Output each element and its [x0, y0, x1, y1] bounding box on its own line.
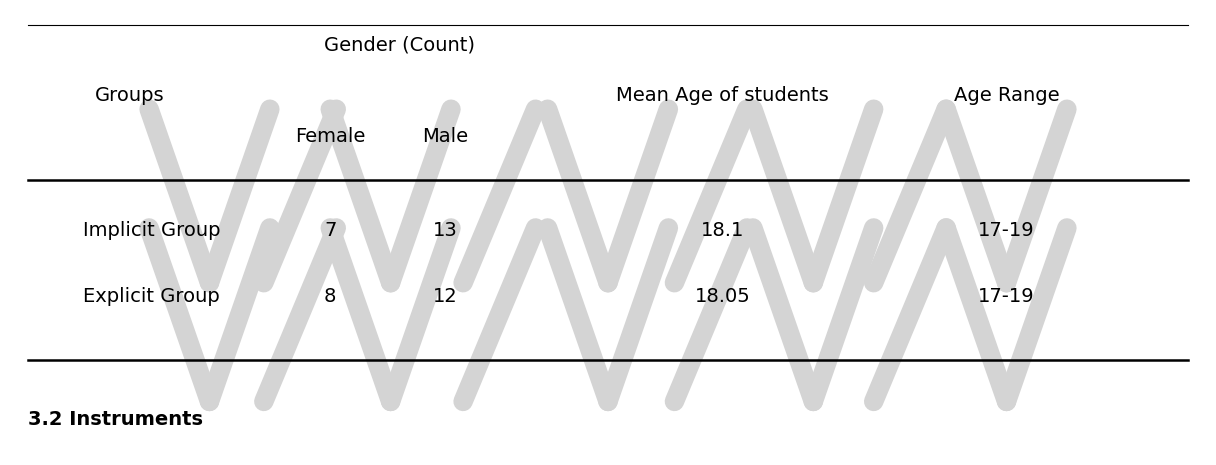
Text: 8: 8: [323, 287, 337, 306]
Text: 3.2 Instruments: 3.2 Instruments: [28, 410, 203, 429]
Text: 18.05: 18.05: [694, 287, 750, 306]
Text: Mean Age of students: Mean Age of students: [617, 86, 829, 105]
Text: Explicit Group: Explicit Group: [83, 287, 219, 306]
Text: 17-19: 17-19: [978, 287, 1035, 306]
Text: 7: 7: [323, 221, 337, 240]
Text: 12: 12: [433, 287, 457, 306]
Text: Male: Male: [422, 127, 468, 146]
Text: 17-19: 17-19: [978, 221, 1035, 240]
Text: Groups: Groups: [95, 86, 164, 105]
Text: Female: Female: [295, 127, 366, 146]
Text: 18.1: 18.1: [702, 221, 744, 240]
Text: Age Range: Age Range: [953, 86, 1059, 105]
Text: 13: 13: [433, 221, 457, 240]
Text: Implicit Group: Implicit Group: [83, 221, 220, 240]
Text: Gender (Count): Gender (Count): [325, 36, 475, 55]
